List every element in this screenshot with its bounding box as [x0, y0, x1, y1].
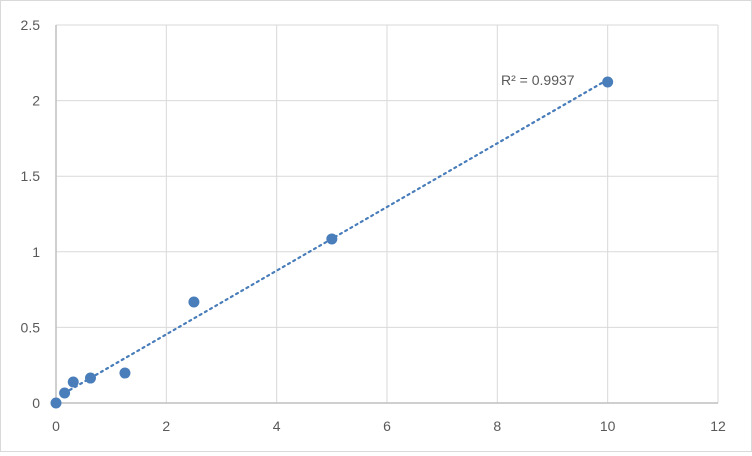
x-tick-label: 0: [52, 418, 60, 434]
data-point: [326, 233, 338, 245]
x-tick-label: 4: [273, 418, 281, 434]
tick-labels: 0 0.5 1 1.5 2 2.5 0 2 4 6 8 10 12: [21, 17, 726, 434]
x-tick-label: 8: [493, 418, 501, 434]
data-point: [67, 376, 79, 388]
y-tick-label: 1.5: [21, 168, 41, 184]
data-point: [119, 367, 131, 379]
data-point: [59, 387, 71, 399]
y-tick-label: 2.5: [21, 17, 41, 33]
data-point: [188, 296, 200, 308]
x-tick-label: 6: [383, 418, 391, 434]
y-tick-label: 0: [32, 395, 40, 411]
x-tick-label: 12: [710, 418, 726, 434]
data-point: [50, 397, 62, 409]
y-tick-label: 2: [32, 93, 40, 109]
y-tick-label: 1: [32, 244, 40, 260]
x-tick-label: 10: [600, 418, 616, 434]
data-points: [50, 76, 614, 409]
axes: [55, 25, 718, 404]
r-squared-label: R² = 0.9937: [501, 72, 575, 88]
x-tick-label: 2: [162, 418, 170, 434]
gridlines: [56, 24, 719, 403]
data-point: [602, 76, 614, 88]
y-tick-label: 0.5: [21, 319, 41, 335]
data-point: [84, 372, 96, 384]
